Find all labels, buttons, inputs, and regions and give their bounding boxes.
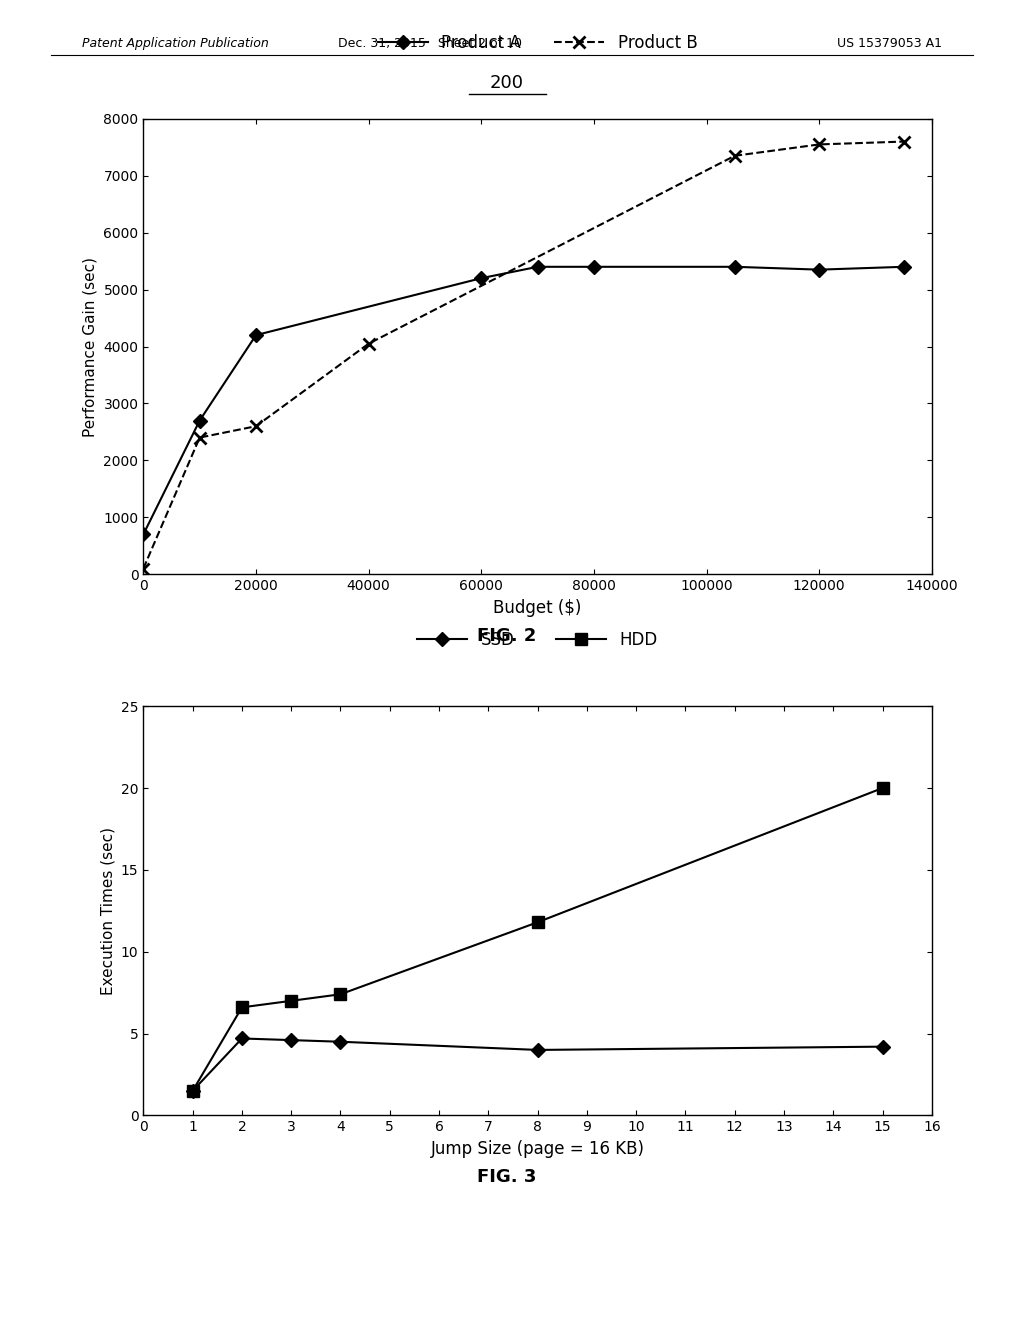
SSD (334, 1034, 346, 1049)
SSD (285, 1032, 297, 1048)
Text: US 15379053 A1: US 15379053 A1 (837, 37, 942, 50)
HDD (877, 780, 889, 796)
Product B (813, 136, 825, 152)
Line: Product B: Product B (137, 136, 910, 574)
HDD (186, 1082, 199, 1098)
Product A (588, 259, 600, 275)
HDD (334, 986, 346, 1002)
SSD (877, 1039, 889, 1055)
Text: 200: 200 (489, 74, 524, 92)
Text: FIG. 2: FIG. 2 (477, 627, 537, 645)
Product A (475, 271, 487, 286)
Product B (362, 335, 375, 351)
X-axis label: Jump Size (page = 16 KB): Jump Size (page = 16 KB) (431, 1139, 644, 1158)
HDD (285, 993, 297, 1008)
Product A (137, 527, 150, 543)
Product A (813, 261, 825, 277)
Text: Dec. 31, 2015   Sheet 2 of 10: Dec. 31, 2015 Sheet 2 of 10 (338, 37, 522, 50)
Line: Product A: Product A (138, 261, 908, 539)
Product B (250, 418, 262, 434)
SSD (236, 1031, 248, 1047)
Product A (531, 259, 544, 275)
Product A (250, 327, 262, 343)
HDD (531, 915, 544, 931)
Product B (194, 430, 206, 446)
Y-axis label: Performance Gain (sec): Performance Gain (sec) (83, 256, 98, 437)
X-axis label: Budget ($): Budget ($) (494, 598, 582, 616)
Text: Patent Application Publication: Patent Application Publication (82, 37, 268, 50)
Y-axis label: Execution Times (sec): Execution Times (sec) (100, 826, 116, 995)
Legend: SSD, HDD: SSD, HDD (411, 624, 665, 656)
Text: FIG. 3: FIG. 3 (477, 1168, 537, 1187)
HDD (236, 999, 248, 1015)
Legend: Product A, Product B: Product A, Product B (371, 26, 705, 58)
Line: SSD: SSD (187, 1034, 888, 1096)
Product B (137, 561, 150, 577)
SSD (531, 1041, 544, 1057)
Product A (194, 413, 206, 429)
Line: HDD: HDD (187, 783, 888, 1097)
Product A (897, 259, 909, 275)
Product B (897, 133, 909, 149)
Product B (729, 148, 741, 164)
Product A (729, 259, 741, 275)
SSD (186, 1082, 199, 1098)
